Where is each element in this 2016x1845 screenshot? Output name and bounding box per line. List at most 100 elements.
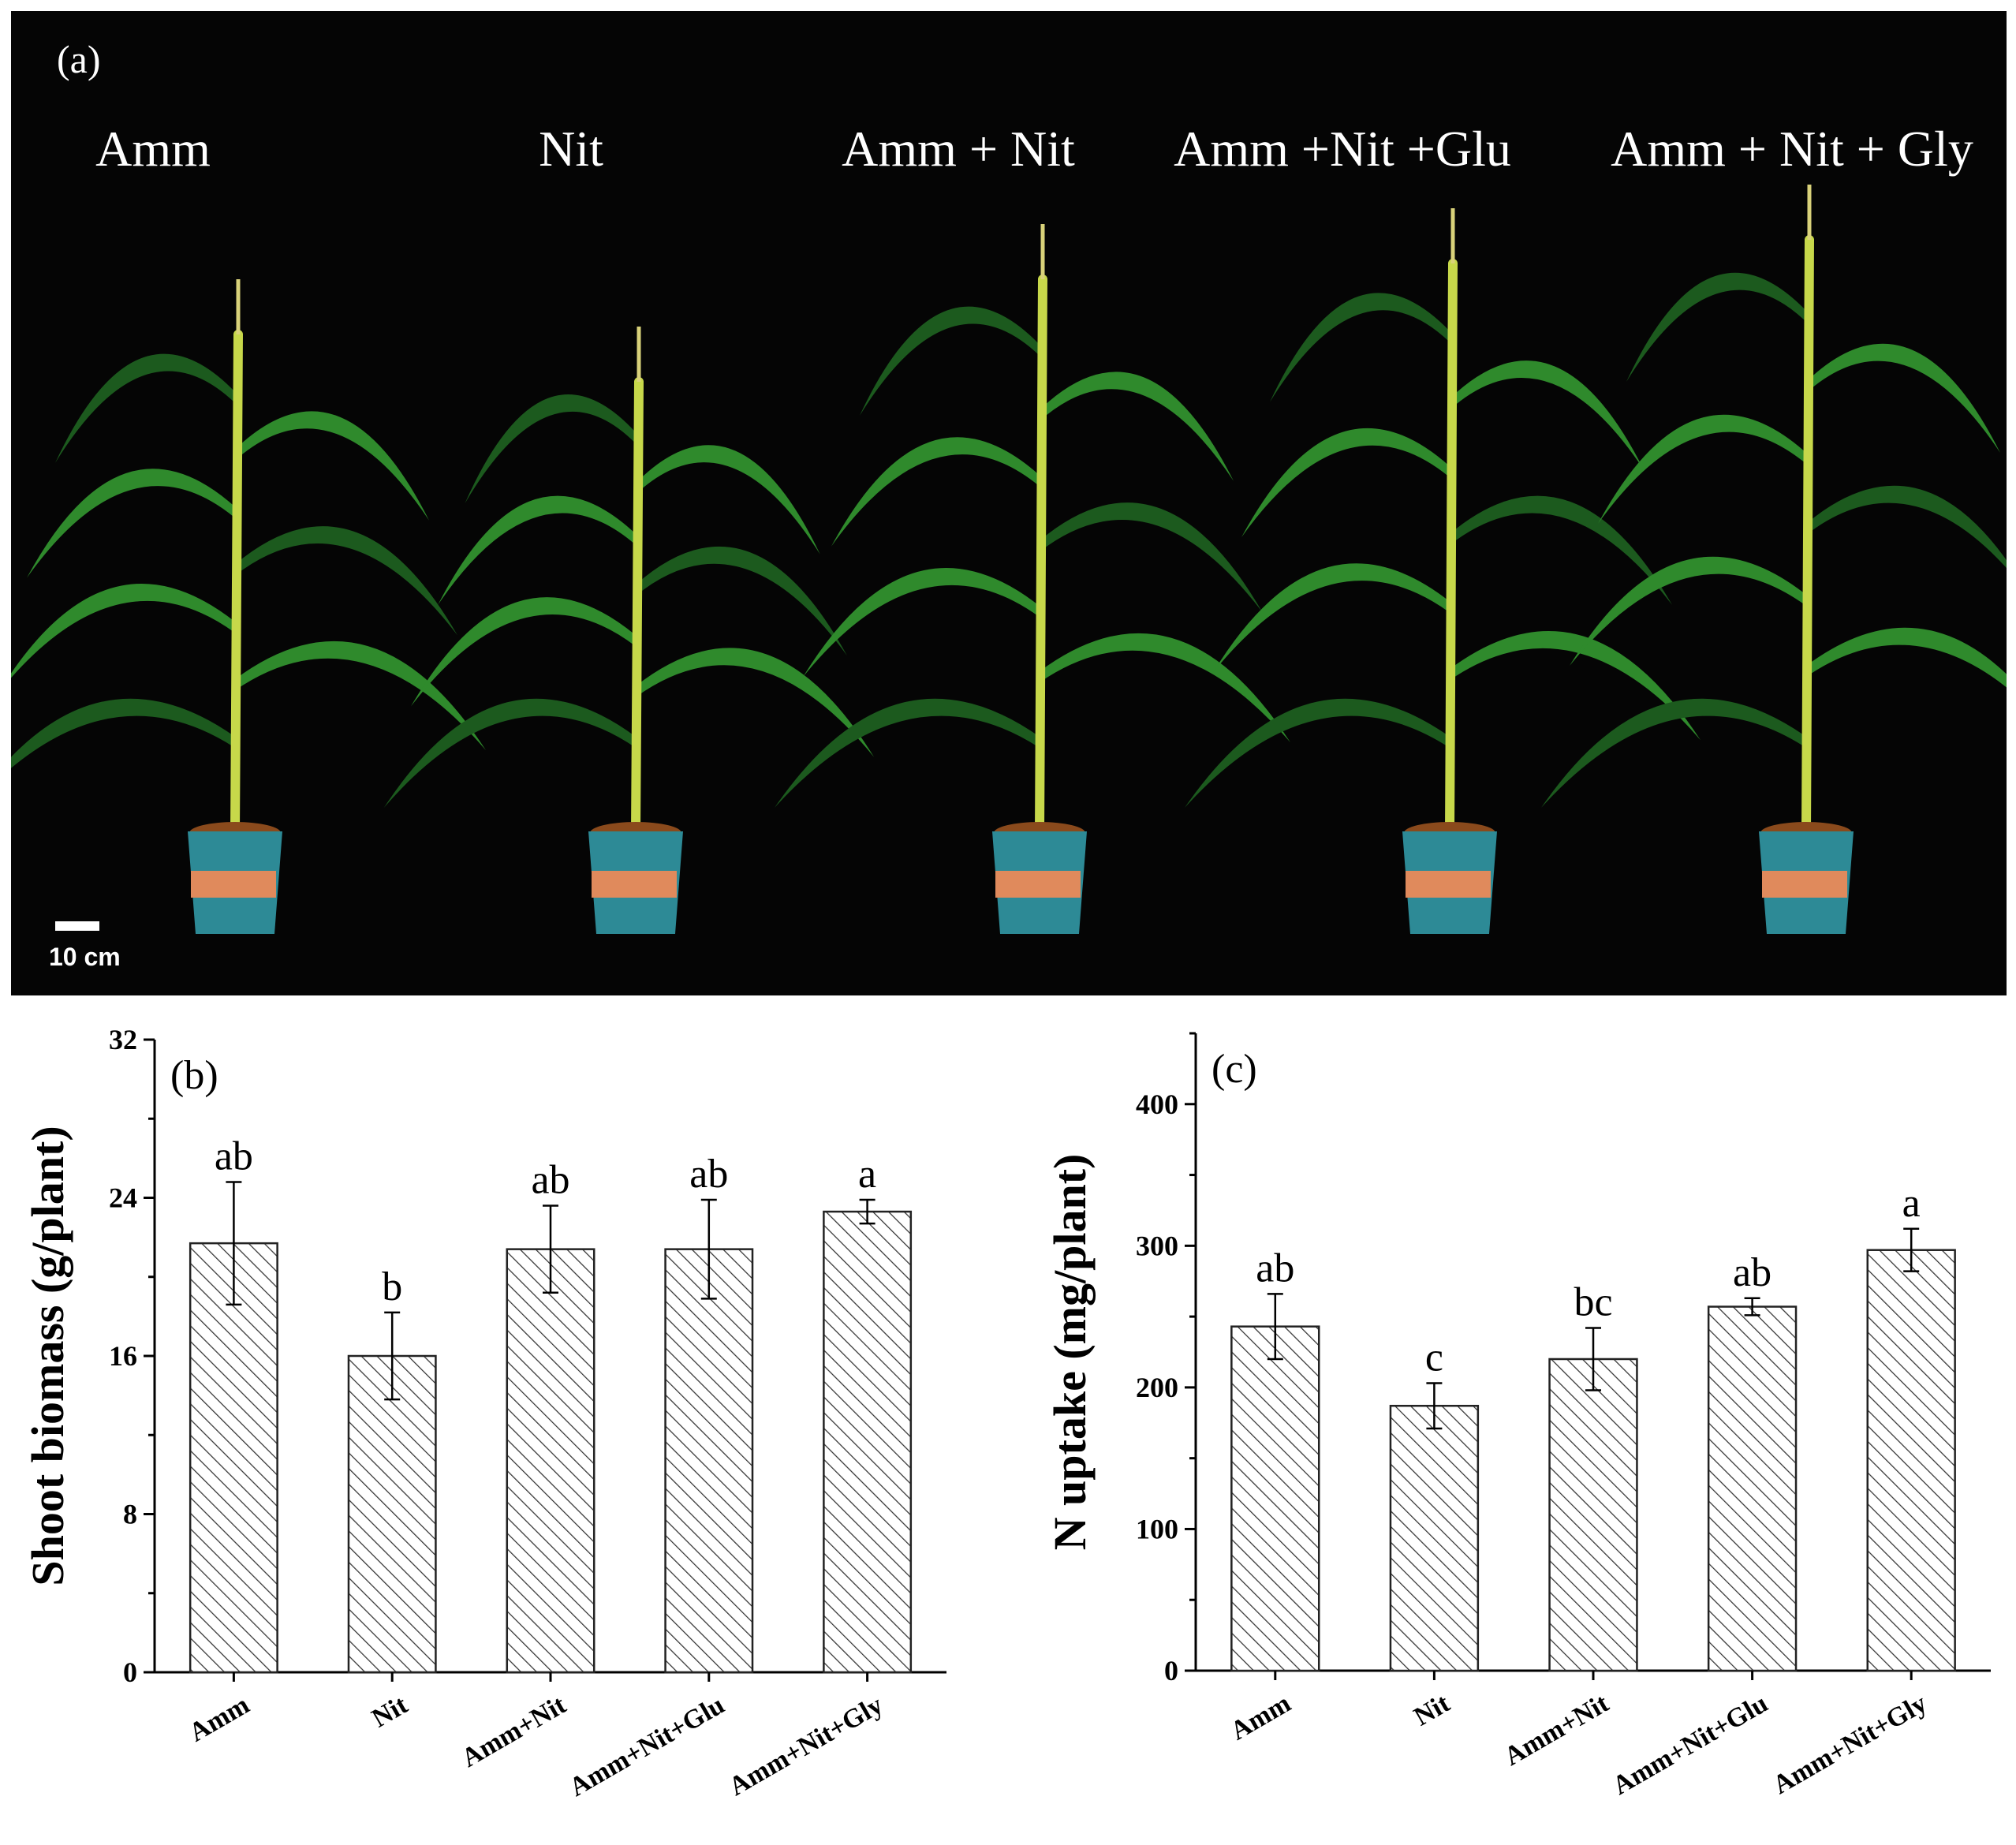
- bar: [506, 1248, 595, 1674]
- stem: [1035, 275, 1047, 836]
- leaf: [1241, 428, 1450, 538]
- stem: [631, 377, 644, 836]
- x-tick-label: Amm+Nit+Gly: [1768, 1689, 1932, 1800]
- x-tick-label: Amm+Nit+Glu: [565, 1690, 730, 1802]
- leaf: [438, 495, 636, 605]
- leaf: [1570, 556, 1806, 666]
- y-tick-label: 400: [1136, 1089, 1178, 1120]
- x-tick-label: Nit: [367, 1690, 413, 1734]
- leaf: [1598, 414, 1806, 524]
- leaf: [1185, 698, 1450, 808]
- bar: [823, 1210, 913, 1674]
- leaf: [1806, 485, 2016, 580]
- x-tick-label: Amm: [185, 1690, 255, 1748]
- x-tick-label: Amm+Nit: [1499, 1689, 1614, 1772]
- x-tick-label: Amm+Nit: [457, 1690, 571, 1773]
- leaf: [636, 445, 820, 555]
- leaf: [411, 597, 636, 707]
- bar: [1866, 1249, 1956, 1672]
- leaf: [1040, 633, 1290, 743]
- pot-label: [1762, 871, 1847, 898]
- y-tick-label: 32: [109, 1024, 137, 1055]
- leaf: [860, 306, 1040, 416]
- leaf: [1450, 495, 1672, 605]
- leaf: [0, 584, 235, 691]
- leaf: [775, 698, 1040, 808]
- leaf: [1450, 360, 1644, 470]
- scale-bar-label: 10 cm: [49, 943, 121, 971]
- scale-bar: [55, 921, 99, 931]
- n-uptake-chart: 0 100 200 300 400 N uptake (mg/plant) (c) ab Amm…: [1044, 1032, 1991, 1801]
- y-axis-label: Shoot biomass (g/plant): [22, 1126, 73, 1585]
- stem: [230, 330, 243, 836]
- y-tick-label: 100: [1136, 1513, 1178, 1544]
- leaf: [1541, 698, 1806, 808]
- leaf: [1040, 372, 1234, 481]
- bar: [1389, 1404, 1480, 1672]
- leaf: [1270, 293, 1450, 402]
- panel-label: (c): [1211, 1047, 1257, 1092]
- maize-plant: [775, 224, 1290, 934]
- treatment-label-amm-nit: Amm + Nit: [842, 121, 1075, 177]
- leaf: [1806, 627, 2016, 696]
- pot-label: [995, 871, 1081, 898]
- shoot-biomass-chart: 0 8 16 24 32 Shoot biomass (g/plant) (b) ab Amm b…: [22, 1024, 946, 1802]
- leaf: [1806, 343, 2000, 453]
- panel-label: (b): [170, 1053, 218, 1098]
- y-tick-label: 24: [109, 1182, 137, 1214]
- bar: [1230, 1325, 1320, 1672]
- leaf: [383, 698, 636, 808]
- y-tick-label: 200: [1136, 1372, 1178, 1403]
- leaf: [636, 546, 847, 656]
- y-tick-label: 8: [123, 1499, 137, 1530]
- leaf: [1213, 563, 1450, 673]
- significance-letter: ab: [1733, 1250, 1771, 1295]
- significance-letter: ab: [531, 1158, 569, 1203]
- stem: [1445, 259, 1458, 836]
- y-axis-label: N uptake (mg/plant): [1044, 1154, 1096, 1551]
- leaf: [1040, 502, 1262, 612]
- leaf: [1450, 631, 1701, 741]
- bar: [347, 1354, 437, 1674]
- maize-plant: [1185, 208, 1701, 934]
- treatment-label-amm-nit-glu: Amm +Nit +Glu: [1174, 121, 1511, 177]
- photo-panel: (a) Amm Nit Amm + Nit Amm +Nit +Glu Amm …: [0, 11, 2016, 995]
- bar: [1707, 1305, 1798, 1672]
- pot-label: [592, 871, 677, 898]
- significance-letter: a: [1902, 1181, 1921, 1226]
- treatment-label-nit: Nit: [539, 121, 603, 177]
- stem: [1801, 235, 1814, 836]
- y-tick-label: 300: [1136, 1230, 1178, 1261]
- leaf: [803, 568, 1040, 678]
- leaf: [1626, 272, 1806, 382]
- treatment-label-amm-nit-gly: Amm + Nit + Gly: [1611, 121, 1973, 177]
- y-tick-label: 0: [1164, 1655, 1178, 1686]
- leaf: [27, 469, 235, 578]
- panel-label-a: (a): [57, 37, 101, 81]
- bar: [1548, 1358, 1638, 1672]
- bar: [189, 1242, 278, 1674]
- significance-letter: c: [1425, 1335, 1443, 1380]
- maize-plant: [0, 279, 486, 934]
- significance-letter: ab: [689, 1152, 728, 1197]
- significance-letter: ab: [215, 1134, 253, 1178]
- bar: [664, 1248, 754, 1674]
- x-tick-label: Amm+Nit+Gly: [724, 1690, 887, 1802]
- pot-label: [191, 871, 276, 898]
- leaf: [0, 698, 235, 779]
- significance-letter: a: [858, 1152, 876, 1197]
- significance-letter: bc: [1574, 1279, 1612, 1324]
- leaf: [235, 526, 457, 636]
- pot-label: [1406, 871, 1491, 898]
- y-tick-label: 16: [109, 1340, 137, 1372]
- leaf: [831, 437, 1040, 547]
- leaf: [465, 394, 636, 504]
- leaf: [636, 648, 875, 757]
- maize-plant: [1541, 185, 2016, 934]
- leaf: [55, 353, 235, 463]
- significance-letter: b: [382, 1264, 402, 1309]
- leaf: [235, 411, 429, 521]
- plant-photo: (a) Amm Nit Amm + Nit Amm +Nit +Glu Amm …: [0, 11, 2016, 995]
- significance-letter: ab: [1256, 1246, 1294, 1290]
